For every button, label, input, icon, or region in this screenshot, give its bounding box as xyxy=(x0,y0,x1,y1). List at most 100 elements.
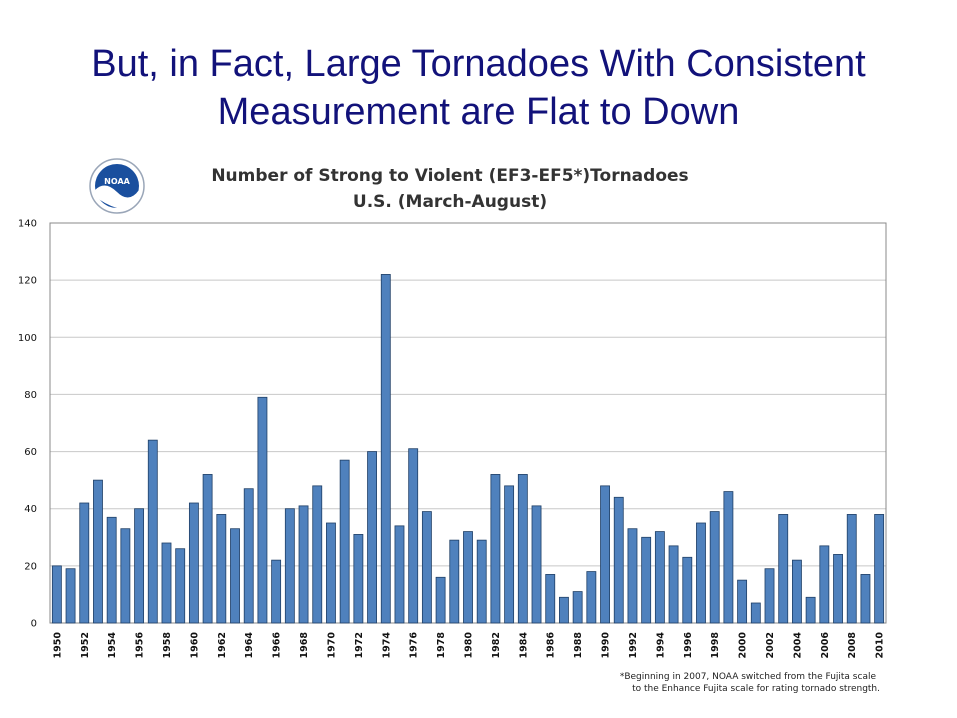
x-tick-label: 1992 xyxy=(628,632,639,658)
bars xyxy=(51,274,885,624)
bar-1965 xyxy=(257,396,268,624)
bar-1955 xyxy=(120,528,131,624)
y-tick-label: 0 xyxy=(31,619,37,630)
bar-1982 xyxy=(490,474,501,624)
noaa-logo-text: NOAA xyxy=(104,177,130,186)
bar-1964 xyxy=(243,488,254,624)
bar-1981 xyxy=(476,539,487,624)
x-tick-label: 1956 xyxy=(135,632,146,659)
x-tick-label: 1962 xyxy=(217,632,228,658)
bar-1963 xyxy=(230,528,240,624)
bar-1971 xyxy=(339,459,350,624)
bar-1987 xyxy=(559,596,569,624)
x-tick-label: 1960 xyxy=(189,632,200,659)
gridlines xyxy=(50,279,886,567)
bar-1970 xyxy=(326,522,336,624)
bar-1959 xyxy=(175,548,186,624)
x-tick-label: 1996 xyxy=(683,632,694,659)
bar-2003 xyxy=(778,514,789,624)
slide-title: But, in Fact, Large Tornadoes With Consi… xyxy=(0,40,957,136)
slide-title-line-2: Measurement are Flat to Down xyxy=(217,91,740,133)
bar-1984 xyxy=(517,474,528,624)
y-tick-label: 60 xyxy=(24,447,37,458)
x-tick-label: 2008 xyxy=(847,632,858,659)
bar-2001 xyxy=(750,602,761,624)
slide-title-line-1: But, in Fact, Large Tornadoes With Consi… xyxy=(91,43,866,85)
x-tick-label: 1972 xyxy=(354,632,365,658)
x-tick-label: 1958 xyxy=(162,632,173,659)
bar-1958 xyxy=(161,542,172,624)
bar-1992 xyxy=(627,528,638,624)
x-tick-label: 1974 xyxy=(381,632,392,659)
x-tick-label: 1954 xyxy=(107,632,118,659)
x-tick-label: 1978 xyxy=(436,632,447,659)
bar-2009 xyxy=(860,574,871,624)
bar-1977 xyxy=(421,511,432,624)
x-tick-label: 2002 xyxy=(765,632,776,658)
x-tick-label: 1952 xyxy=(80,632,91,658)
bar-2010 xyxy=(874,514,885,624)
bar-1998 xyxy=(709,511,720,624)
bar-1961 xyxy=(202,474,213,624)
y-tick-label: 120 xyxy=(18,276,37,287)
y-tick-label: 140 xyxy=(18,219,37,230)
x-tick-label: 1982 xyxy=(491,632,502,658)
bar-1986 xyxy=(545,574,556,624)
bar-1950 xyxy=(51,565,62,624)
bar-1952 xyxy=(79,502,90,624)
bar-1968 xyxy=(298,505,309,624)
bar-2005 xyxy=(805,596,816,624)
x-tick-label: 2004 xyxy=(792,632,803,659)
x-axis-ticks: 1950 1952 1954 1956 1958 1960 1962 1964 1966 1968… xyxy=(52,632,885,659)
bar-1957 xyxy=(147,439,158,624)
bar-2008 xyxy=(846,514,857,624)
bar-1995 xyxy=(668,545,679,624)
x-tick-label: 1968 xyxy=(299,632,310,659)
bar-1978 xyxy=(435,576,446,624)
x-tick-label: 1984 xyxy=(518,632,529,659)
x-tick-label: 1988 xyxy=(573,632,584,659)
x-tick-label: 1980 xyxy=(464,632,475,659)
x-tick-label: 1998 xyxy=(710,632,721,659)
bar-1999 xyxy=(723,491,734,624)
bar-1972 xyxy=(353,534,364,624)
bar-1956 xyxy=(134,508,145,624)
bar-1967 xyxy=(284,508,295,624)
bar-1969 xyxy=(312,485,323,624)
bar-1983 xyxy=(504,485,515,624)
bar-1990 xyxy=(600,485,610,624)
y-tick-label: 80 xyxy=(24,390,37,401)
x-tick-label: 1976 xyxy=(409,632,420,659)
x-tick-label: 1986 xyxy=(546,632,557,659)
chart-subtitle: U.S. (March-August) xyxy=(353,192,547,212)
footnote-line-2: to the Enhance Fujita scale for rating t… xyxy=(632,684,880,694)
bar-1962 xyxy=(216,514,227,624)
bar-2000 xyxy=(737,579,748,624)
y-tick-label: 40 xyxy=(24,504,37,515)
bar-1991 xyxy=(613,496,624,624)
y-axis-ticks: 0 20 40 60 80 100 120 140 xyxy=(18,219,37,630)
bar-2002 xyxy=(764,568,775,624)
bar-1985 xyxy=(531,505,542,624)
x-tick-label: 2010 xyxy=(875,632,886,659)
chart-title: Number of Strong to Violent (EF3-EF5*)To… xyxy=(211,166,688,186)
x-tick-label: 1964 xyxy=(244,632,255,659)
bar-1951 xyxy=(65,568,76,624)
bar-1997 xyxy=(696,522,706,624)
bar-1976 xyxy=(408,448,419,624)
bar-1960 xyxy=(188,502,199,624)
x-tick-label: 2000 xyxy=(738,632,749,659)
bar-2006 xyxy=(819,545,830,624)
bar-1989 xyxy=(586,571,597,624)
noaa-logo: NOAA xyxy=(89,158,145,214)
bar-1974 xyxy=(380,274,391,624)
bar-2007 xyxy=(833,554,843,624)
x-tick-label: 2006 xyxy=(820,632,831,659)
bar-1993 xyxy=(641,536,652,624)
y-tick-label: 100 xyxy=(18,333,37,344)
bar-1994 xyxy=(654,531,665,624)
bar-1975 xyxy=(394,525,405,624)
bar-1996 xyxy=(682,556,693,624)
bar-1979 xyxy=(449,539,460,624)
